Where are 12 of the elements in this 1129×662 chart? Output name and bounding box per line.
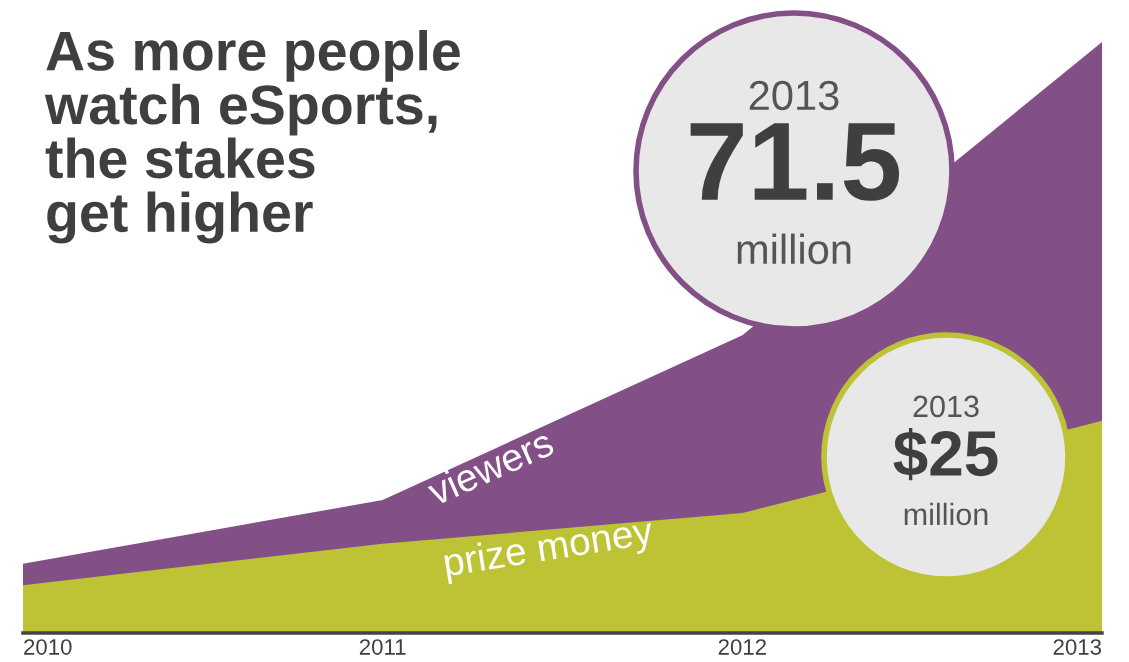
x-tick-label: 2013: [1053, 639, 1102, 655]
annotation: 71.5: [690, 123, 900, 201]
x-tick-label: 2012: [718, 639, 766, 655]
annotation: $25: [893, 428, 998, 481]
annotation: million: [737, 233, 851, 265]
annotation: million: [904, 502, 988, 526]
x-tick-label: 2011: [359, 639, 406, 655]
annotation: 2013: [749, 80, 839, 111]
series-label: prize money: [443, 515, 656, 585]
x-tick-label: 2010: [24, 639, 72, 655]
text: As more people watch eSports, the stakes get higher: [44, 30, 460, 244]
annotation: 2013: [913, 395, 979, 418]
